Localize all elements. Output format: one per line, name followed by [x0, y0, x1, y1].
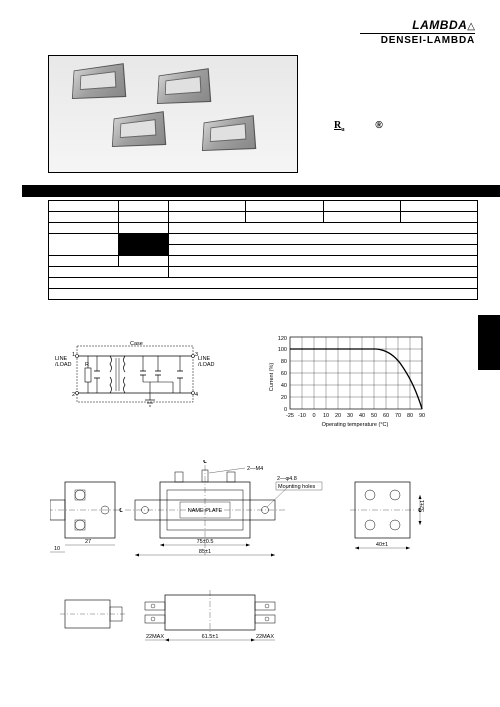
svg-text:4: 4 [195, 392, 198, 398]
certification-marks: Ru ® [320, 120, 397, 133]
csa-mark: ® [375, 120, 382, 131]
filter-unit-4 [199, 118, 269, 163]
svg-text:10: 10 [54, 546, 60, 552]
derating-xlabel: Operating temperature (°C) [322, 422, 389, 427]
svg-text:90: 90 [419, 413, 425, 419]
name-plate-label: NAME PLATE [188, 508, 223, 514]
brand-bottom-text: DENSEI-LAMBDA [360, 35, 475, 46]
svg-text:32±1: 32±1 [420, 500, 426, 512]
filter-unit-3 [109, 114, 179, 159]
product-photo [48, 55, 298, 173]
svg-text:-25: -25 [286, 413, 294, 419]
svg-text:27: 27 [85, 539, 91, 545]
svg-text:10: 10 [323, 413, 329, 419]
svg-text:22MAX: 22MAX [256, 634, 274, 640]
svg-text:22MAX: 22MAX [146, 634, 164, 640]
svg-text:61.5±1: 61.5±1 [202, 634, 219, 640]
mechanical-drawing: ℄ ℄ NAME PLATE 2—M4 2—φ4.8 Mounting hole… [50, 460, 450, 680]
svg-text:1: 1 [72, 352, 75, 358]
svg-text:℄: ℄ [202, 460, 207, 465]
side-tab [478, 315, 500, 370]
svg-text:R: R [85, 362, 89, 368]
svg-text:Mounting holes: Mounting holes [278, 484, 316, 490]
svg-text:2—φ4.8: 2—φ4.8 [277, 476, 297, 482]
filter-unit-1 [69, 66, 139, 111]
svg-text:30: 30 [347, 413, 353, 419]
svg-text:100: 100 [278, 347, 287, 353]
svg-text:40: 40 [359, 413, 365, 419]
svg-text:2—M4: 2—M4 [247, 466, 263, 472]
svg-text:3: 3 [195, 352, 198, 358]
brand-top-text: LAMBDA [412, 18, 467, 32]
svg-text:80: 80 [281, 359, 287, 365]
triangle-icon: △ [467, 21, 475, 32]
svg-text:50: 50 [371, 413, 377, 419]
ul-mark: Ru [334, 120, 345, 131]
svg-text:120: 120 [278, 336, 287, 342]
svg-text:℄: ℄ [118, 508, 123, 514]
svg-text:40±1: 40±1 [376, 542, 388, 548]
derating-chart: 120 100 80 60 40 20 0 -25 -10 0 10 20 30… [265, 332, 435, 427]
derating-svg: 120 100 80 60 40 20 0 -25 -10 0 10 20 30… [265, 332, 435, 427]
brand-top: LAMBDA△ [360, 18, 475, 32]
svg-text:75±0.5: 75±0.5 [197, 539, 214, 545]
circuit-diagram: Case LINE /LOAD LINE /LOAD 1 2 3 4 R [55, 338, 215, 416]
svg-text:85±1: 85±1 [199, 549, 211, 555]
line-load-right2: /LOAD [198, 362, 215, 368]
svg-text:2: 2 [72, 392, 75, 398]
title-band [22, 185, 500, 197]
spec-table [48, 200, 478, 300]
svg-text:60: 60 [281, 371, 287, 377]
svg-text:80: 80 [407, 413, 413, 419]
brand-header: LAMBDA△ DENSEI-LAMBDA [360, 18, 475, 46]
svg-text:20: 20 [335, 413, 341, 419]
svg-text:20: 20 [281, 395, 287, 401]
line-load-left2: /LOAD [55, 362, 72, 368]
derating-ylabel: Current (%) [269, 363, 275, 392]
svg-text:70: 70 [395, 413, 401, 419]
svg-text:0: 0 [312, 413, 315, 419]
svg-text:40: 40 [281, 383, 287, 389]
filter-unit-2 [154, 71, 224, 116]
svg-text:-10: -10 [298, 413, 306, 419]
svg-text:60: 60 [383, 413, 389, 419]
case-label: Case [130, 341, 143, 347]
brand-divider [360, 33, 475, 34]
